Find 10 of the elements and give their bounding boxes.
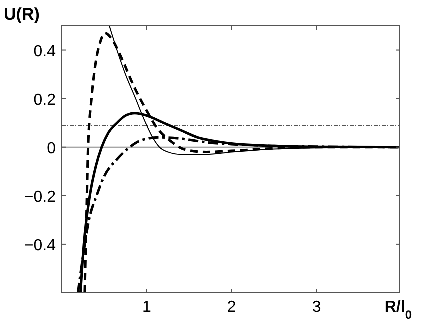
y-tick-label: −0.2 xyxy=(24,188,56,206)
x-axis-title: R/l$_{0}$ xyxy=(384,299,412,322)
x-tick-label: 3 xyxy=(312,299,322,316)
x-tick-label: 2 xyxy=(227,299,236,316)
y-axis-title: U(R) xyxy=(4,5,40,24)
y-tick-label: 0.4 xyxy=(34,43,56,60)
x-tick-label: 1 xyxy=(142,299,152,316)
y-tick-label: −0.4 xyxy=(24,237,56,254)
y-tick-label: 0.2 xyxy=(34,92,56,109)
y-tick-label: 0 xyxy=(47,140,56,158)
